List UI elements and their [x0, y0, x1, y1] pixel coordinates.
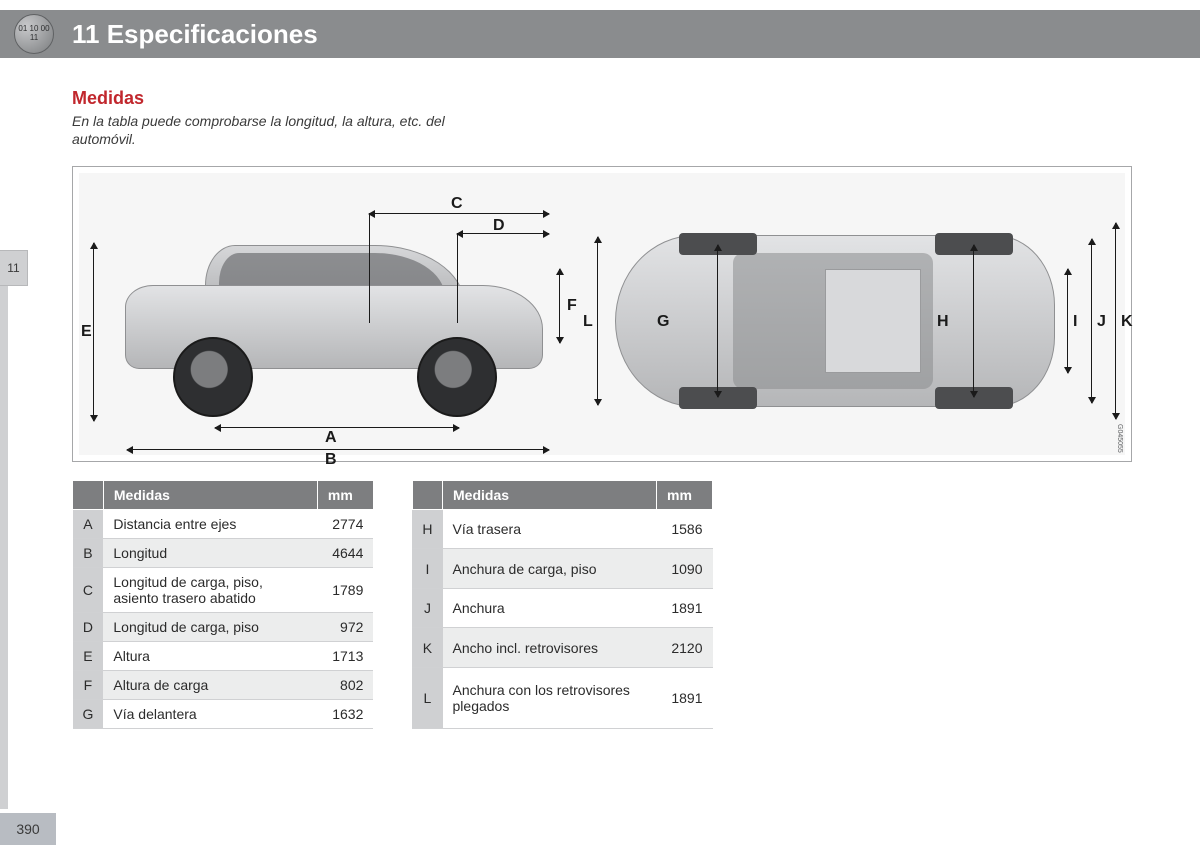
- th-desc: Medidas: [443, 481, 657, 510]
- row-code: F: [73, 671, 104, 700]
- row-desc: Anchura: [443, 588, 657, 627]
- chapter-title: 11 Especificaciones: [72, 19, 318, 50]
- row-mm: 2774: [317, 510, 373, 539]
- dim-label-e: E: [81, 323, 92, 341]
- dim-label-b: B: [325, 451, 337, 469]
- measurements-table-left: Medidas mm ADistancia entre ejes2774BLon…: [72, 480, 374, 729]
- row-desc: Vía trasera: [443, 510, 657, 549]
- row-desc: Anchura de carga, piso: [443, 549, 657, 588]
- section-title: Medidas: [72, 88, 144, 109]
- diagram-image-code: G045055: [1116, 424, 1123, 453]
- row-mm: 4644: [317, 539, 373, 568]
- dim-label-j: J: [1097, 313, 1106, 331]
- measurements-table-right: Medidas mm HVía trasera1586IAnchura de c…: [412, 480, 713, 729]
- table-row: IAnchura de carga, piso1090: [412, 549, 712, 588]
- side-tab: 11: [0, 250, 28, 286]
- table-row: GVía delantera1632: [73, 700, 374, 729]
- side-strip: [0, 286, 8, 809]
- row-mm: 1090: [657, 549, 713, 588]
- row-code: I: [412, 549, 442, 588]
- row-desc: Altura: [103, 642, 317, 671]
- car-top-view: [615, 235, 1055, 407]
- dim-label-d: D: [493, 217, 505, 235]
- dim-label-k: K: [1121, 313, 1133, 331]
- table-row: JAnchura1891: [412, 588, 712, 627]
- row-code: E: [73, 642, 104, 671]
- dim-label-l: L: [583, 313, 593, 331]
- diagram-inner: E A B C D F L G H I J: [79, 173, 1125, 455]
- table-row: FAltura de carga802: [73, 671, 374, 700]
- row-desc: Longitud: [103, 539, 317, 568]
- th-mm: mm: [317, 481, 373, 510]
- dim-label-f: F: [567, 297, 577, 315]
- table-row: DLongitud de carga, piso972: [73, 613, 374, 642]
- row-mm: 1789: [317, 568, 373, 613]
- car-side-view: [119, 239, 549, 417]
- row-desc: Vía delantera: [103, 700, 317, 729]
- chapter-icon: 01 10 00 11: [14, 14, 54, 54]
- table-row: ADistancia entre ejes2774: [73, 510, 374, 539]
- row-desc: Longitud de carga, piso: [103, 613, 317, 642]
- th-code: [412, 481, 442, 510]
- chapter-header: 01 10 00 11 11 Especificaciones: [0, 10, 1200, 58]
- dim-label-i: I: [1073, 313, 1077, 331]
- table-row: KAncho incl. retrovisores2120: [412, 628, 712, 667]
- dim-label-a: A: [325, 429, 337, 447]
- row-mm: 2120: [657, 628, 713, 667]
- dim-label-c: C: [451, 195, 463, 213]
- row-desc: Anchura con los retrovisores plegados: [443, 667, 657, 728]
- row-mm: 1891: [657, 667, 713, 728]
- row-code: C: [73, 568, 104, 613]
- dim-label-h: H: [937, 313, 949, 331]
- row-desc: Longitud de carga, piso, asiento trasero…: [103, 568, 317, 613]
- measurements-tables: Medidas mm ADistancia entre ejes2774BLon…: [72, 480, 713, 729]
- row-mm: 1891: [657, 588, 713, 627]
- row-mm: 972: [317, 613, 373, 642]
- row-code: B: [73, 539, 104, 568]
- table-row: CLongitud de carga, piso, asiento traser…: [73, 568, 374, 613]
- row-mm: 1632: [317, 700, 373, 729]
- dimensions-diagram: E A B C D F L G H I J: [72, 166, 1132, 462]
- th-mm: mm: [657, 481, 713, 510]
- row-desc: Ancho incl. retrovisores: [443, 628, 657, 667]
- table-row: LAnchura con los retrovisores plegados18…: [412, 667, 712, 728]
- table-row: HVía trasera1586: [412, 510, 712, 549]
- row-mm: 1586: [657, 510, 713, 549]
- row-desc: Altura de carga: [103, 671, 317, 700]
- row-code: D: [73, 613, 104, 642]
- row-mm: 1713: [317, 642, 373, 671]
- table-row: BLongitud4644: [73, 539, 374, 568]
- row-code: G: [73, 700, 104, 729]
- row-mm: 802: [317, 671, 373, 700]
- table-row: EAltura1713: [73, 642, 374, 671]
- section-subtitle: En la tabla puede comprobarse la longitu…: [72, 112, 452, 148]
- page-number: 390: [0, 813, 56, 845]
- row-code: H: [412, 510, 442, 549]
- row-code: A: [73, 510, 104, 539]
- dim-label-g: G: [657, 313, 669, 331]
- th-desc: Medidas: [103, 481, 317, 510]
- row-code: L: [412, 667, 442, 728]
- row-code: K: [412, 628, 442, 667]
- row-desc: Distancia entre ejes: [103, 510, 317, 539]
- row-code: J: [412, 588, 442, 627]
- th-code: [73, 481, 104, 510]
